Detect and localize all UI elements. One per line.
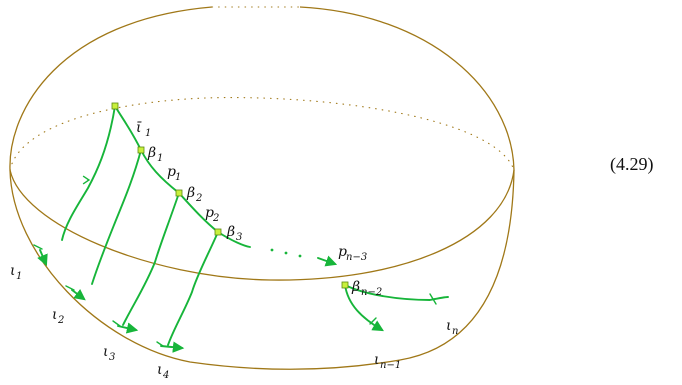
svg-text:ι: ι: [103, 344, 109, 360]
svg-text:1: 1: [145, 128, 151, 139]
svg-text:p: p: [338, 244, 347, 260]
svg-text:p: p: [167, 164, 176, 180]
svg-text:β: β: [226, 224, 235, 240]
svg-text:1: 1: [175, 172, 181, 183]
label-iota-n1: ι n−1: [374, 352, 401, 371]
terminal-arrows-left: [33, 244, 185, 353]
green-curves: [61, 105, 219, 346]
svg-text:2: 2: [212, 213, 219, 224]
svg-text:3: 3: [109, 352, 115, 363]
svg-text:ι: ι: [52, 307, 58, 323]
svg-text:β: β: [186, 185, 195, 201]
equator-back: [9, 97, 515, 171]
svg-text:ι: ι: [374, 352, 380, 368]
svg-text:n−3: n−3: [346, 252, 367, 263]
svg-text:n−2: n−2: [361, 287, 382, 298]
svg-text:2: 2: [57, 315, 64, 326]
p-n3-arrow: [317, 255, 338, 267]
svg-text:ῑ: ῑ: [136, 120, 142, 136]
svg-text:1: 1: [16, 271, 22, 282]
svg-text:3: 3: [236, 232, 242, 243]
svg-text:ι: ι: [446, 318, 452, 334]
right-branches: [344, 284, 449, 332]
label-p-n3: p n−3: [338, 244, 367, 263]
label-beta-n2: β n−2: [351, 279, 382, 298]
svg-text:β: β: [147, 145, 156, 161]
svg-text:ι: ι: [157, 362, 163, 378]
svg-text:β: β: [351, 279, 360, 295]
chain-dots: [270, 248, 302, 258]
equation-number: (4.29): [610, 154, 654, 175]
svg-text:p: p: [205, 205, 214, 221]
nodes: [111, 102, 349, 289]
sphere-outline: [9, 6, 515, 370]
svg-text:ι: ι: [10, 263, 16, 279]
svg-text:2: 2: [195, 193, 202, 204]
equator-front: [9, 169, 515, 281]
svg-text:n: n: [452, 326, 458, 337]
svg-text:n−1: n−1: [380, 360, 401, 371]
svg-text:1: 1: [157, 153, 163, 164]
svg-text:4: 4: [162, 370, 169, 381]
